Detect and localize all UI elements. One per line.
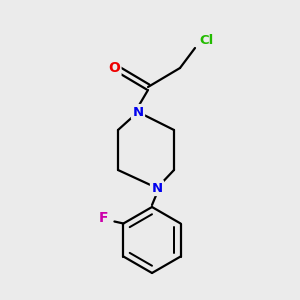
Text: Cl: Cl (199, 34, 213, 46)
Text: F: F (99, 212, 108, 226)
Text: N: N (132, 106, 144, 118)
Text: O: O (108, 61, 120, 75)
Text: N: N (152, 182, 163, 194)
